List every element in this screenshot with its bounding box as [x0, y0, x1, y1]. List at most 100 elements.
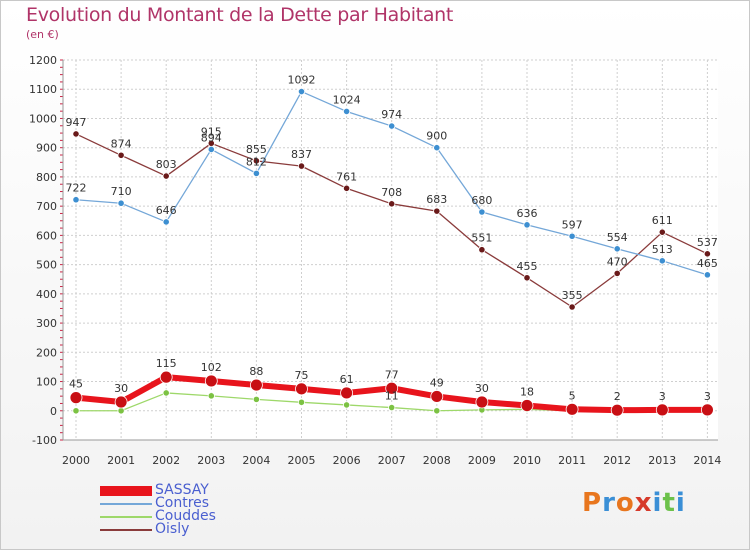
point-couddes	[207, 392, 215, 400]
x-tick-label: 2011	[558, 454, 586, 467]
y-tick-label: 0	[50, 405, 57, 418]
data-label-contres: 894	[201, 131, 222, 144]
point-oisly	[658, 228, 666, 236]
x-tick-label: 2012	[603, 454, 631, 467]
point-oisly	[297, 162, 306, 170]
point-sassay	[249, 378, 263, 392]
point-oisly	[523, 274, 531, 282]
point-contres	[433, 144, 441, 152]
data-label-contres: 900	[426, 130, 447, 143]
chart-subtitle: (en €)	[26, 28, 59, 41]
y-tick-label: 300	[36, 317, 57, 330]
data-label-oisly: 803	[156, 158, 177, 171]
data-label-contres: 646	[156, 204, 177, 217]
legend-swatch	[100, 516, 152, 518]
point-couddes	[162, 389, 170, 397]
y-tick-label: 200	[36, 346, 57, 359]
data-label-sassay: 5	[569, 389, 576, 402]
data-label-couddes: 11	[385, 390, 399, 403]
point-oisly	[388, 200, 396, 208]
data-label-oisly: 355	[562, 289, 583, 302]
x-tick-label: 2001	[107, 454, 135, 467]
legend-label: Couddes	[155, 508, 216, 524]
data-label-sassay: 115	[156, 357, 177, 370]
x-tick-label: 2005	[288, 454, 316, 467]
data-label-contres: 680	[471, 194, 492, 207]
x-tick-label: 2000	[62, 454, 90, 467]
legend-label: SASSAY	[155, 482, 209, 498]
proxiti-logo: Proxiti	[582, 488, 686, 518]
data-label-sassay: 49	[430, 376, 444, 389]
point-contres	[117, 199, 125, 207]
y-tick-label: 800	[36, 171, 57, 184]
data-label-oisly: 855	[246, 143, 267, 156]
logo-letter: t	[662, 488, 676, 518]
series-layer	[69, 87, 714, 417]
legend-label: Contres	[155, 495, 210, 511]
data-label-oisly: 455	[517, 260, 538, 273]
data-label-oisly: 470	[607, 255, 628, 268]
point-contres	[342, 107, 351, 116]
data-label-sassay: 3	[659, 390, 666, 403]
legend-item-contres: Contres	[100, 495, 320, 511]
data-label-oisly: 551	[471, 232, 492, 245]
logo-letter: i	[652, 488, 663, 518]
data-label-contres: 722	[66, 182, 87, 195]
logo-letter: P	[582, 488, 603, 518]
point-oisly	[433, 207, 441, 215]
legend-swatch	[100, 529, 152, 531]
x-tick-label: 2002	[152, 454, 180, 467]
point-contres	[252, 169, 260, 178]
x-tick-label: 2013	[648, 454, 676, 467]
point-contres	[388, 122, 396, 130]
data-label-sassay: 88	[249, 365, 263, 378]
point-couddes	[252, 395, 260, 403]
legend-swatch	[100, 503, 152, 505]
logo-letter: x	[634, 488, 653, 518]
legend-item-oisly: Oisly	[100, 521, 320, 537]
point-oisly	[568, 303, 576, 311]
data-label-sassay: 61	[340, 373, 354, 386]
data-label-sassay: 45	[69, 378, 83, 391]
data-label-sassay: 18	[520, 386, 534, 399]
data-label-contres: 513	[652, 243, 673, 256]
y-tick-label: 1200	[29, 54, 57, 67]
point-oisly	[117, 151, 125, 159]
data-label-oisly: 874	[111, 137, 132, 150]
y-tick-label: -100	[32, 434, 57, 447]
data-label-contres: 597	[562, 218, 583, 231]
point-contres	[703, 271, 712, 279]
point-couddes	[433, 407, 441, 415]
y-tick-label: 600	[36, 229, 57, 242]
point-oisly	[613, 269, 621, 277]
point-oisly	[703, 250, 712, 258]
x-tick-label: 2007	[378, 454, 406, 467]
x-tick-label: 2006	[333, 454, 361, 467]
point-contres	[162, 218, 170, 226]
x-tick-label: 2014	[693, 454, 721, 467]
point-contres	[297, 87, 306, 96]
point-oisly	[342, 184, 351, 192]
point-sassay	[295, 382, 308, 396]
data-label-sassay: 75	[295, 369, 309, 382]
y-tick-label: 100	[36, 376, 57, 389]
point-contres	[207, 145, 215, 154]
legend-swatch	[100, 486, 152, 496]
point-contres	[72, 196, 80, 204]
point-oisly	[252, 157, 260, 165]
point-contres	[478, 208, 486, 216]
point-sassay	[159, 370, 173, 384]
axes: -100 0 100 200 300 400 500 600 700 800 900 1000 1100…	[29, 54, 721, 467]
logo-letter: i	[675, 488, 686, 518]
x-tick-label: 2009	[468, 454, 496, 467]
point-oisly	[478, 246, 486, 254]
x-tick-label: 2008	[423, 454, 451, 467]
data-label-contres: 636	[517, 207, 538, 220]
y-tick-label: 1000	[29, 112, 57, 125]
point-couddes	[117, 407, 125, 415]
point-oisly	[162, 172, 170, 180]
data-label-contres: 465	[697, 257, 718, 270]
data-label-oisly: 837	[291, 148, 312, 161]
